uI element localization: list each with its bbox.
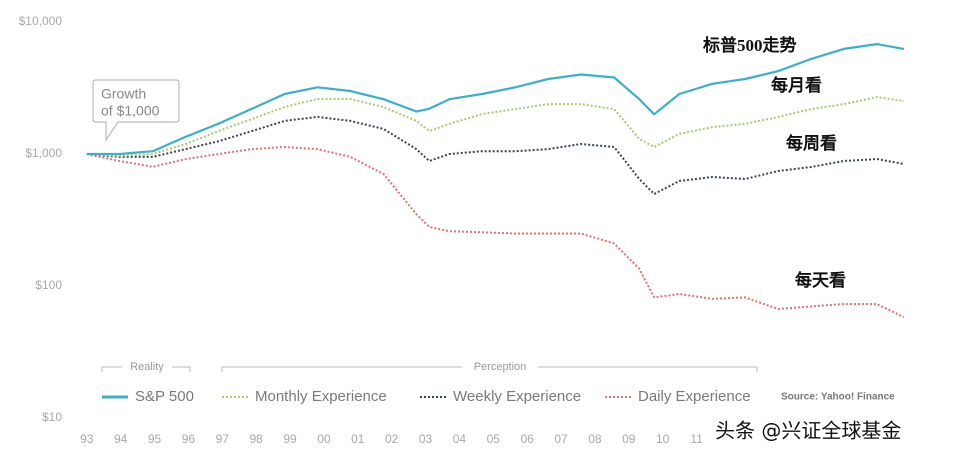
y-tick-label: $10,000 <box>19 14 63 28</box>
annotation: 每周看 <box>786 133 837 153</box>
source: Source: Yahoo! Finance <box>781 392 895 403</box>
x-tick-label: 98 <box>249 432 263 446</box>
callout-text: of $1,000 <box>101 103 160 119</box>
x-tick-label: 04 <box>453 432 467 446</box>
annotation: 每月看 <box>771 75 822 95</box>
x-tick-label: 94 <box>114 432 128 446</box>
group-label: Perception <box>474 361 527 373</box>
x-tick-label: 03 <box>419 432 433 446</box>
series-line <box>86 96 905 157</box>
y-tick-label: $100 <box>35 278 62 292</box>
x-tick-label: 02 <box>385 432 399 446</box>
legend-label: S&P 500 <box>135 388 194 405</box>
legend-label: Monthly Experience <box>255 388 387 405</box>
x-tick-label: 00 <box>317 432 331 446</box>
x-tick-label: 96 <box>182 432 196 446</box>
callout-box <box>92 79 180 142</box>
bracket-gap <box>462 360 538 374</box>
annotation: 每天看 <box>795 270 846 290</box>
x-tick-label: 09 <box>622 432 636 446</box>
callout-text: Growth <box>101 86 146 102</box>
legend-label: Weekly Experience <box>453 388 581 405</box>
group-label: Reality <box>130 361 164 373</box>
x-tick-label: 08 <box>588 432 602 446</box>
y-tick-label: $10 <box>42 410 62 424</box>
x-tick-label: 05 <box>487 432 501 446</box>
legend-label: Daily Experience <box>638 388 751 405</box>
x-tick-label: 93 <box>80 432 94 446</box>
x-tick-label: 07 <box>554 432 568 446</box>
callout: Growth of $1,000 <box>92 79 180 142</box>
x-tick-label: 01 <box>351 432 365 446</box>
bracket-gap <box>122 360 172 374</box>
x-tick-label: 11 <box>690 432 703 446</box>
series-line <box>86 146 905 319</box>
x-tick-label: 10 <box>656 432 670 446</box>
x-tick-label: 97 <box>216 432 230 446</box>
y-tick-label: $1,000 <box>25 146 62 160</box>
watermark: 头条 @兴证全球基金 <box>715 419 901 443</box>
x-tick-label: 06 <box>521 432 535 446</box>
series-line <box>86 43 905 156</box>
annotation: 标普500走势 <box>703 35 797 55</box>
x-tick-label: 99 <box>283 432 297 446</box>
x-tick-label: 95 <box>148 432 162 446</box>
